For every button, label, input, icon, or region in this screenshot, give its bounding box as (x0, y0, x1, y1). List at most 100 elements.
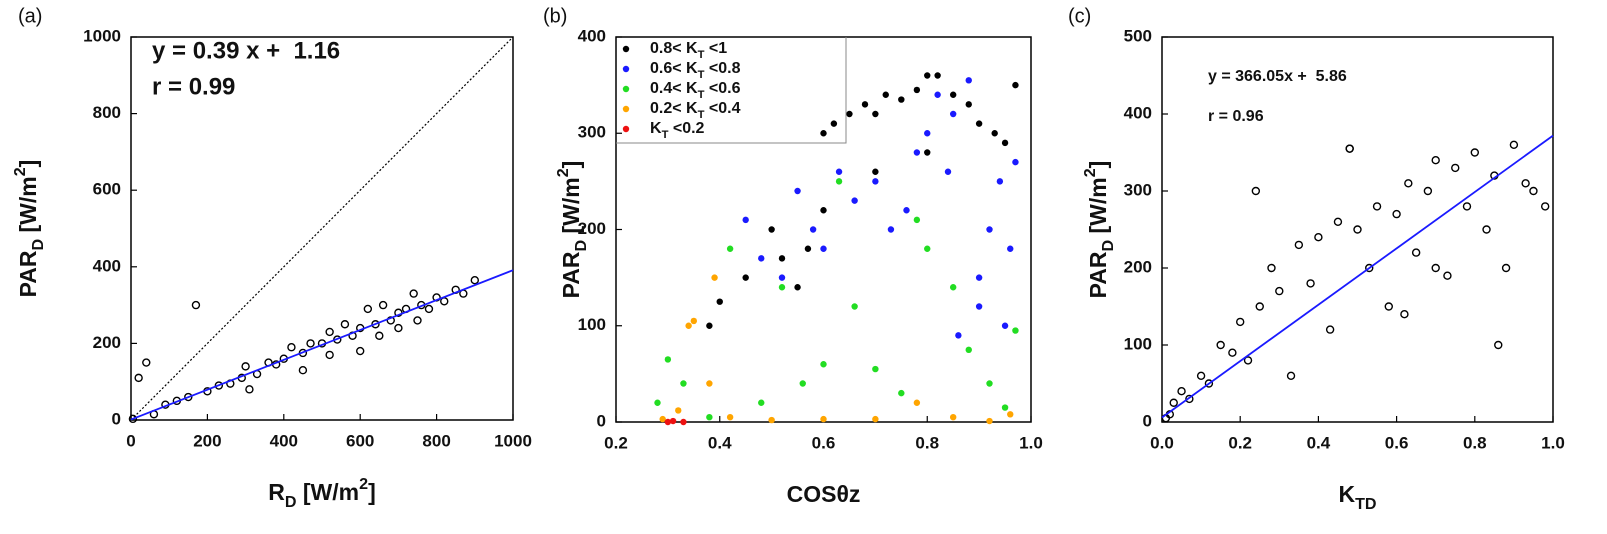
point (726, 413, 734, 421)
point (835, 168, 843, 175)
point (1345, 144, 1354, 153)
x-tick-label: 0.2 (604, 433, 628, 452)
point (758, 399, 765, 406)
point (778, 284, 786, 291)
point (1470, 148, 1480, 157)
point (1204, 379, 1214, 388)
point (768, 416, 775, 424)
point (924, 245, 931, 252)
y-tick-label: 100 (1124, 334, 1152, 353)
point (664, 356, 672, 363)
point (1243, 356, 1253, 365)
point (1255, 302, 1264, 311)
point (669, 417, 677, 425)
y-axis-label: PARD [W/m2] (11, 160, 47, 298)
point (371, 320, 380, 329)
point (986, 226, 993, 233)
point (675, 407, 682, 414)
point (1007, 245, 1014, 252)
plot-frame (1161, 36, 1554, 423)
point (363, 304, 373, 314)
point (680, 418, 687, 426)
x-tick-label: 1.0 (1541, 433, 1565, 452)
point (1333, 217, 1343, 227)
annotation: y = 366.05x + 5.86 (1208, 68, 1347, 85)
point (851, 197, 858, 204)
point (913, 216, 921, 224)
point (241, 362, 250, 371)
point (820, 245, 827, 252)
point (1423, 186, 1433, 196)
point (820, 415, 827, 423)
point (1001, 322, 1009, 329)
y-tick-label: 500 (1124, 26, 1152, 45)
legend-swatch (622, 85, 630, 93)
y-tick-label: 400 (1124, 103, 1152, 122)
point (872, 178, 879, 185)
point (184, 392, 193, 402)
point (394, 323, 403, 333)
legend-label: 0.4< KT <0.6 (650, 80, 741, 101)
text-part: ] (15, 160, 41, 168)
x-tick-label: 0.6 (812, 433, 836, 452)
annotation: r = 0.96 (1208, 108, 1264, 125)
point (820, 361, 827, 368)
legend-label: KT <0.2 (650, 120, 705, 141)
text-part: [W/m (558, 177, 584, 240)
x-tick-label: 1000 (494, 431, 532, 450)
point (820, 130, 827, 137)
point (872, 415, 879, 423)
point (726, 245, 734, 252)
point (1235, 317, 1245, 327)
y-tick-label: 100 (578, 315, 606, 334)
point (794, 187, 801, 195)
point (1294, 240, 1304, 250)
text-part: COSθz (787, 481, 861, 507)
fit-line (130, 269, 514, 421)
point (835, 178, 843, 185)
point (128, 414, 138, 424)
point (413, 316, 422, 325)
point (378, 300, 388, 310)
point (1228, 348, 1237, 357)
point (1501, 263, 1511, 273)
y-tick-label: 200 (578, 219, 606, 238)
x-tick-label: 0.2 (1228, 433, 1252, 452)
text-part: K (1338, 481, 1355, 507)
point (872, 365, 879, 373)
legend-swatch (622, 125, 630, 133)
x-tick-label: 0.6 (1385, 433, 1409, 452)
x-tick-label: 1.0 (1019, 433, 1043, 452)
text-part: 0.6< K (650, 60, 698, 77)
text-part: ] (558, 161, 584, 169)
point (325, 327, 334, 337)
point (804, 245, 812, 252)
x-axis-label: COSθz (787, 481, 861, 507)
y-tick-label: 400 (93, 256, 121, 275)
legend-label: 0.8< KT <1 (650, 40, 727, 61)
point (716, 298, 723, 305)
point (690, 317, 698, 325)
point (706, 322, 713, 329)
point (1185, 394, 1194, 404)
point (1286, 371, 1296, 380)
point (924, 72, 931, 79)
point (846, 110, 853, 118)
fit-line (1161, 134, 1554, 419)
x-axis-label: KTD (1338, 481, 1376, 513)
point (903, 207, 910, 214)
text-part: 0.4< K (650, 80, 698, 97)
point (778, 255, 786, 262)
point (706, 413, 713, 421)
y-tick-label: 0 (597, 411, 606, 430)
point (924, 130, 931, 137)
text-part: K (650, 120, 662, 137)
x-tick-label: 0.0 (1150, 433, 1174, 452)
y-tick-label: 200 (93, 333, 121, 352)
point (1216, 340, 1225, 350)
legend-frame (616, 37, 847, 144)
point (1521, 179, 1530, 188)
y-tick-label: 600 (93, 180, 121, 199)
text-part: D (29, 239, 47, 251)
point (214, 381, 224, 390)
